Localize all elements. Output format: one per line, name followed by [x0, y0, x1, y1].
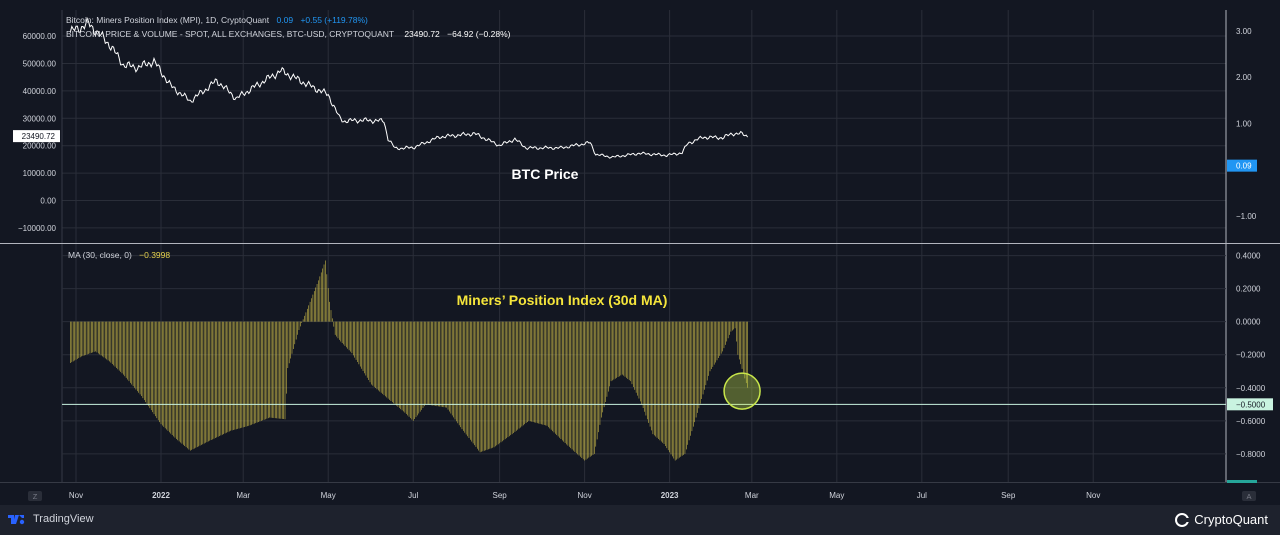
left-axis-tick-label: 50000.00 — [23, 59, 57, 68]
reference-line-tag-label: −0.5000 — [1236, 400, 1266, 409]
cryptoquant-logo-icon — [1175, 512, 1191, 527]
lower-axis-tick-label: −0.8000 — [1236, 450, 1266, 459]
left-axis-tick-label: 30000.00 — [23, 114, 57, 123]
lower-right-axis: 0.4000 0.2000 0.0000 −0.2000 −0.4000 −0.6000 −… — [1227, 252, 1273, 483]
highlight-circle — [723, 372, 761, 410]
ma-legend-value: −0.3998 — [139, 250, 170, 260]
scale-left-button[interactable] — [28, 491, 42, 501]
tradingview-brand[interactable]: TradingView — [8, 513, 94, 525]
lower-axis-tick-label: 0.2000 — [1236, 285, 1261, 294]
time-axis-tick-label: Mar — [745, 491, 759, 500]
current-price-tag — [13, 130, 60, 143]
left-axis-tick-label: −10000.00 — [18, 224, 57, 233]
chart-background — [0, 0, 1280, 505]
lower-axis-tick-label: −0.6000 — [1236, 417, 1266, 426]
legend-price-title: BITCOIN: PRICE & VOLUME - SPOT, ALL EXCH… — [66, 29, 394, 39]
footer-bar: TradingView CryptoQuant — [0, 505, 1280, 535]
time-axis-tick-label: Jul — [408, 491, 418, 500]
upper-left-axis: 60000.00 50000.00 40000.00 30000.00 20000.00… — [13, 32, 60, 233]
btc-price-line — [69, 16, 749, 159]
btc-price-annotation: BTC Price — [512, 166, 579, 182]
right-axis-tick-label: 3.00 — [1236, 27, 1252, 36]
lower-edge-tag — [1227, 480, 1257, 483]
legend-mpi-change: +0.55 (+119.78%) — [300, 15, 368, 25]
svg-text:BITCOIN: PRICE & VOLUME - SPOT: BITCOIN: PRICE & VOLUME - SPOT, ALL EXCH… — [66, 29, 511, 39]
time-axis-tick-label: Sep — [492, 491, 507, 500]
time-axis-tick-label: May — [321, 491, 336, 500]
current-mpi-tag-label: 0.09 — [1236, 162, 1252, 171]
left-axis-tick-label: 60000.00 — [23, 32, 57, 41]
time-axis-tick-label: May — [829, 491, 844, 500]
lower-axis-tick-label: 0.4000 — [1236, 252, 1261, 261]
legend-mpi-value: 0.09 — [277, 15, 294, 25]
time-axis-tick-label: Nov — [577, 491, 591, 500]
ma-legend-label: MA (30, close, 0) — [68, 250, 132, 260]
auto-scale-button-label: A — [1246, 492, 1251, 501]
reference-line-tag — [1227, 398, 1273, 411]
mpi-bars-series — [70, 260, 748, 461]
lower-axis-tick-label: 0.0000 — [1236, 318, 1261, 327]
scale-left-button-label: Z — [33, 492, 38, 501]
legend-price-value: 23490.72 — [404, 29, 440, 39]
tradingview-label: TradingView — [33, 513, 94, 525]
time-axis-tick-label: 2022 — [152, 491, 170, 500]
legend-price-change: −64.92 (−0.28%) — [447, 29, 510, 39]
auto-scale-button[interactable] — [1242, 491, 1256, 501]
cryptoquant-brand[interactable]: CryptoQuant — [1175, 512, 1268, 527]
svg-text:Bitcoin: Miners Position Index: Bitcoin: Miners Position Index (MPI), 1D… — [66, 15, 368, 25]
upper-grid — [0, 0, 1280, 505]
cryptoquant-label: CryptoQuant — [1194, 512, 1268, 527]
upper-right-axis: 3.00 2.00 1.00 −1.00 0.09 — [1227, 27, 1257, 221]
left-axis-tick-label: 10000.00 — [23, 169, 57, 178]
left-axis-tick-label: 0.00 — [40, 197, 56, 206]
time-axis-tick-label: Nov — [1086, 491, 1100, 500]
time-axis: Nov 2022 Mar May Jul Sep Nov 2023 Mar May Jul Sep No… — [69, 491, 1100, 500]
time-axis-tick-label: Sep — [1001, 491, 1016, 500]
legend-mpi-title: Bitcoin: Miners Position Index (MPI), 1D… — [66, 15, 270, 25]
right-axis-tick-label: −1.00 — [1236, 212, 1257, 221]
current-mpi-tag — [1227, 159, 1257, 172]
right-axis-tick-label: 2.00 — [1236, 73, 1252, 82]
time-axis-tick-label: Mar — [236, 491, 250, 500]
time-axis-tick-label: Jul — [917, 491, 927, 500]
svg-text:MA (30, close, 0) −0.3998: MA (30, close, 0) −0.3998 — [68, 250, 170, 260]
lower-axis-tick-label: −0.4000 — [1236, 384, 1266, 393]
current-price-tag-label: 23490.72 — [22, 132, 56, 141]
tradingview-logo-icon — [8, 515, 25, 525]
left-axis-tick-label: 40000.00 — [23, 87, 57, 96]
right-axis-tick-label: 1.00 — [1236, 119, 1252, 128]
time-axis-tick-label: 2023 — [661, 491, 679, 500]
mpi-annotation: Miners’ Position Index (30d MA) — [457, 292, 668, 308]
left-axis-tick-label: 20000.00 — [23, 142, 57, 151]
lower-axis-tick-label: −0.2000 — [1236, 351, 1266, 360]
time-axis-tick-label: Nov — [69, 491, 83, 500]
